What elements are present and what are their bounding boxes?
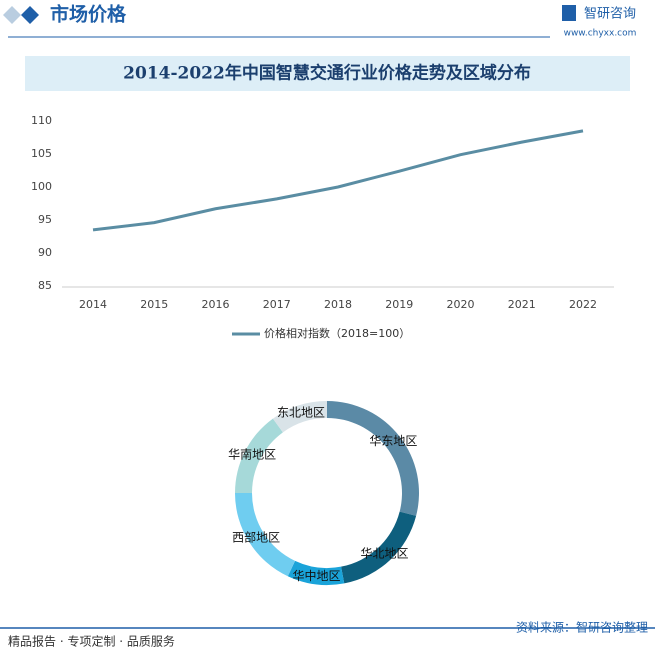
pie-slice: [235, 493, 296, 577]
y-tick-label: 95: [38, 213, 52, 226]
x-tick-label: 2019: [385, 298, 413, 311]
slice-label: 西部地区: [232, 530, 280, 545]
x-tick-label: 2018: [324, 298, 352, 311]
x-tick-label: 2022: [569, 298, 597, 311]
y-tick-label: 110: [31, 114, 52, 127]
pie-slice: [287, 560, 345, 585]
slice-label: 华北地区: [360, 547, 408, 561]
logo-text: 智研咨询: [584, 7, 636, 22]
x-tick-label: 2015: [140, 298, 168, 311]
x-tick-label: 2016: [202, 298, 230, 311]
line-series: [92, 129, 584, 232]
slice-label: 东北地区: [277, 406, 325, 420]
x-tick-label: 2021: [508, 298, 536, 311]
footer-slogan: 精品报告 · 专项定制 · 品质服务: [8, 634, 175, 649]
header-icon: [21, 6, 39, 24]
y-tick-label: 85: [38, 279, 52, 292]
slice-label: 华中地区: [292, 568, 340, 583]
x-tick-label: 2014: [79, 298, 107, 311]
y-tick-label: 90: [38, 246, 52, 259]
pie-slice: [327, 401, 419, 516]
x-tick-label: 2020: [447, 298, 475, 311]
chart-title: 2014-2022年中国智慧交通行业价格走势及区域分布: [123, 63, 531, 84]
legend-label: 价格相对指数（2018=100）: [264, 326, 410, 340]
y-tick-label: 105: [31, 147, 52, 160]
pie-slice: [235, 418, 283, 493]
slice-label: 华南地区: [228, 446, 276, 461]
pie-slice: [272, 401, 327, 433]
pie-slice: [341, 511, 417, 584]
slice-label: 华东地区: [369, 434, 417, 448]
header-title: 市场价格: [50, 3, 127, 26]
title-banner: [25, 56, 630, 91]
y-tick-label: 100: [31, 180, 52, 193]
header-url: www.chyxx.com: [564, 29, 637, 39]
logo-icon: [562, 5, 576, 21]
x-tick-label: 2017: [263, 298, 291, 311]
footer-source: 资料来源：智研咨询整理: [516, 620, 648, 635]
header-icon: [3, 6, 21, 24]
